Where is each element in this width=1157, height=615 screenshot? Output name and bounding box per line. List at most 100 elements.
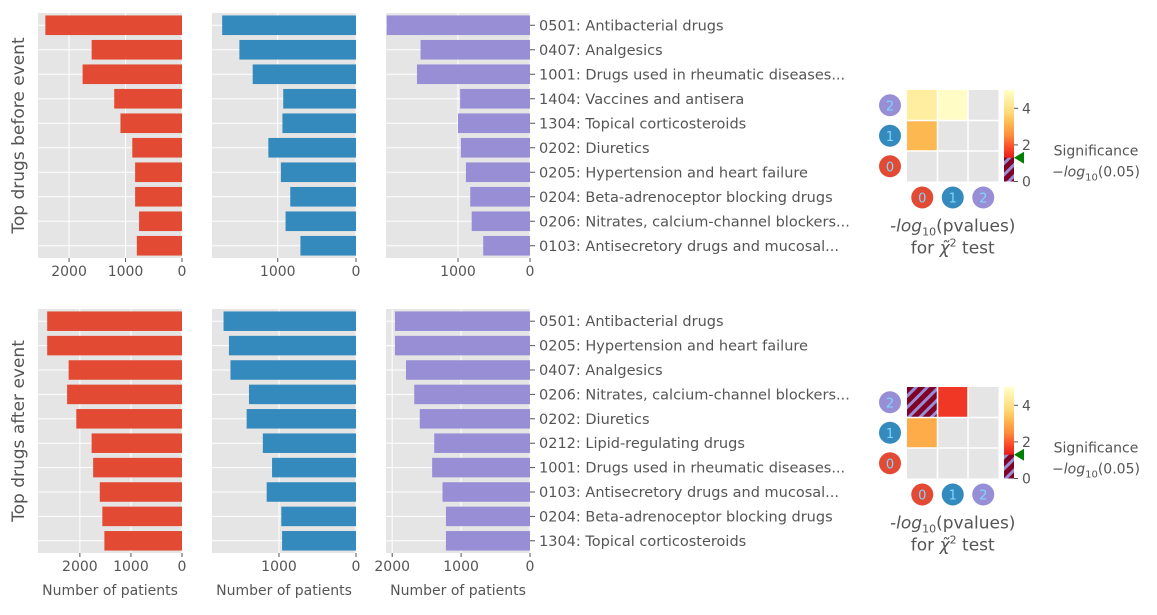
group-badge-y-1: [879, 124, 901, 147]
bar-after-g1-7: [266, 482, 356, 502]
group-badge-x-0: [911, 186, 934, 209]
x-tick-label: 0: [178, 264, 187, 280]
bar-before-g0-1: [91, 39, 182, 60]
category-label: 0103: Antisecretory drugs and mucosal...: [539, 239, 839, 255]
group-badge-y-2: [879, 94, 901, 117]
heatmap-after: 0 1 2 0 1 2 -log10(pvalues)for χ̃2 test 0 2 4 Sign…: [879, 387, 1140, 556]
group-badge-y-label: 0: [886, 160, 894, 175]
bar-after-g0-6: [93, 457, 182, 478]
group-badge-x-2: [972, 483, 995, 506]
category-label: 0202: Diuretics: [539, 141, 650, 157]
colorbar-tick-label: 2: [1022, 435, 1031, 451]
bar-after-g0-1: [47, 335, 182, 356]
threshold-formula: −log10(0.05): [1052, 165, 1140, 184]
threshold-marker: [1014, 448, 1024, 461]
group-badge-y-label: 1: [886, 130, 894, 145]
bar-after-g1-9: [282, 531, 356, 551]
bar-after-g0-4: [76, 409, 182, 429]
bar-panel-before-2: 1000 0: [386, 13, 534, 280]
bar-before-g1-8: [285, 211, 356, 232]
bar-after-g2-3: [414, 384, 530, 405]
bar-before-g1-5: [268, 137, 356, 158]
x-tick-label: 1000: [440, 264, 476, 280]
group-badge-y-1: [879, 421, 901, 444]
group-badge-x-label: 0: [918, 192, 926, 207]
heatmap-xlabel-line1: -log10(pvalues): [890, 514, 1015, 536]
bar-after-g2-2: [405, 360, 530, 380]
bar-after-g0-7: [99, 482, 182, 502]
bar-before-g2-2: [416, 64, 530, 85]
bar-after-g1-4: [246, 409, 356, 429]
bar-before-g0-6: [135, 162, 182, 183]
category-label: 0103: Antisecretory drugs and mucosal...: [539, 485, 839, 501]
bar-before-g2-4: [458, 113, 530, 134]
bar-before-g1-6: [280, 162, 356, 183]
bar-after-g2-6: [432, 457, 530, 478]
x-tick-label: 2000: [51, 264, 87, 280]
heatmap-xlabel-line2: for χ̃2 test: [911, 534, 995, 556]
category-label: 0501: Antibacterial drugs: [539, 18, 724, 34]
colorbar-hatched-region: [1004, 157, 1014, 182]
threshold-label: Significance: [1054, 144, 1139, 160]
group-badge-x-label: 2: [979, 489, 987, 504]
category-label: 0206: Nitrates, calcium-channel blockers…: [539, 214, 850, 230]
bar-before-g2-9: [483, 235, 530, 256]
bar-after-g0-2: [68, 360, 182, 380]
bar-after-g2-7: [442, 482, 530, 502]
category-label: 0205: Hypertension and heart failure: [539, 339, 808, 355]
bar-before-g1-1: [239, 39, 356, 60]
heatmap-xlabel-line2: for χ̃2 test: [911, 237, 995, 259]
heatmap-cell: [907, 120, 938, 151]
x-tick-label: 1000: [443, 559, 479, 575]
x-tick-label: 0: [526, 264, 535, 280]
bar-after-g0-3: [67, 384, 182, 405]
bar-after-g1-8: [281, 506, 356, 527]
bar-before-g0-5: [132, 137, 182, 158]
bar-before-g1-9: [300, 235, 356, 256]
x-tick-label: 1000: [108, 264, 144, 280]
category-label: 0212: Lipid-regulating drugs: [539, 436, 745, 452]
x-tick-label: 1000: [261, 559, 297, 575]
x-tick-label: 2000: [62, 559, 98, 575]
group-badge-x-1: [941, 483, 964, 506]
bar-before-g1-4: [282, 113, 356, 134]
heatmap-xlabel-line1: -log10(pvalues): [890, 217, 1015, 239]
category-label: 0206: Nitrates, calcium-channel blockers…: [539, 387, 850, 403]
category-label: 0501: Antibacterial drugs: [539, 314, 724, 330]
x-axis-label: Number of patients: [216, 583, 352, 599]
heatmap-before: 0 1 2 0 1 2 -log10(pvalues)for χ̃2 test 0 2 4 Sign…: [879, 90, 1140, 259]
colorbar-tick-label: 4: [1022, 398, 1031, 414]
category-label: 1304: Topical corticosteroids: [539, 534, 746, 550]
x-tick-label: 1000: [113, 559, 149, 575]
bar-after-g1-6: [272, 457, 356, 478]
bar-before-g0-9: [136, 235, 182, 256]
heatmap-cell: [937, 90, 968, 121]
bar-before-g0-4: [120, 113, 182, 134]
category-label: 0407: Analgesics: [539, 363, 663, 379]
bar-before-g2-5: [460, 137, 530, 158]
group-badge-x-label: 0: [918, 489, 926, 504]
bar-after-g0-5: [91, 433, 182, 453]
bar-after-g1-2: [230, 360, 356, 380]
group-badge-y-2: [879, 391, 901, 414]
colorbar: [1004, 90, 1014, 182]
bar-after-g0-8: [102, 506, 182, 527]
group-badge-x-0: [911, 483, 934, 506]
group-badge-y-0: [879, 452, 901, 475]
bar-before-g2-3: [460, 88, 530, 109]
bar-before-g1-3: [283, 88, 356, 109]
bar-after-g2-5: [434, 433, 530, 453]
bar-before-g0-2: [82, 64, 182, 85]
bar-before-g1-0: [222, 15, 356, 36]
colorbar: [1004, 387, 1014, 479]
x-axis-label: Number of patients: [390, 583, 526, 599]
x-tick-label: 2000: [374, 559, 410, 575]
colorbar-hatched-region: [1004, 454, 1014, 479]
category-label: 0204: Beta-adrenoceptor blocking drugs: [539, 509, 833, 525]
bar-after-g2-0: [394, 311, 530, 331]
plot-layer: 2000 1000 0 1000 0 1000 0 0501: Antibacterial d…: [9, 13, 1140, 599]
group-badge-y-label: 1: [886, 427, 894, 442]
bar-before-g2-7: [470, 186, 530, 207]
